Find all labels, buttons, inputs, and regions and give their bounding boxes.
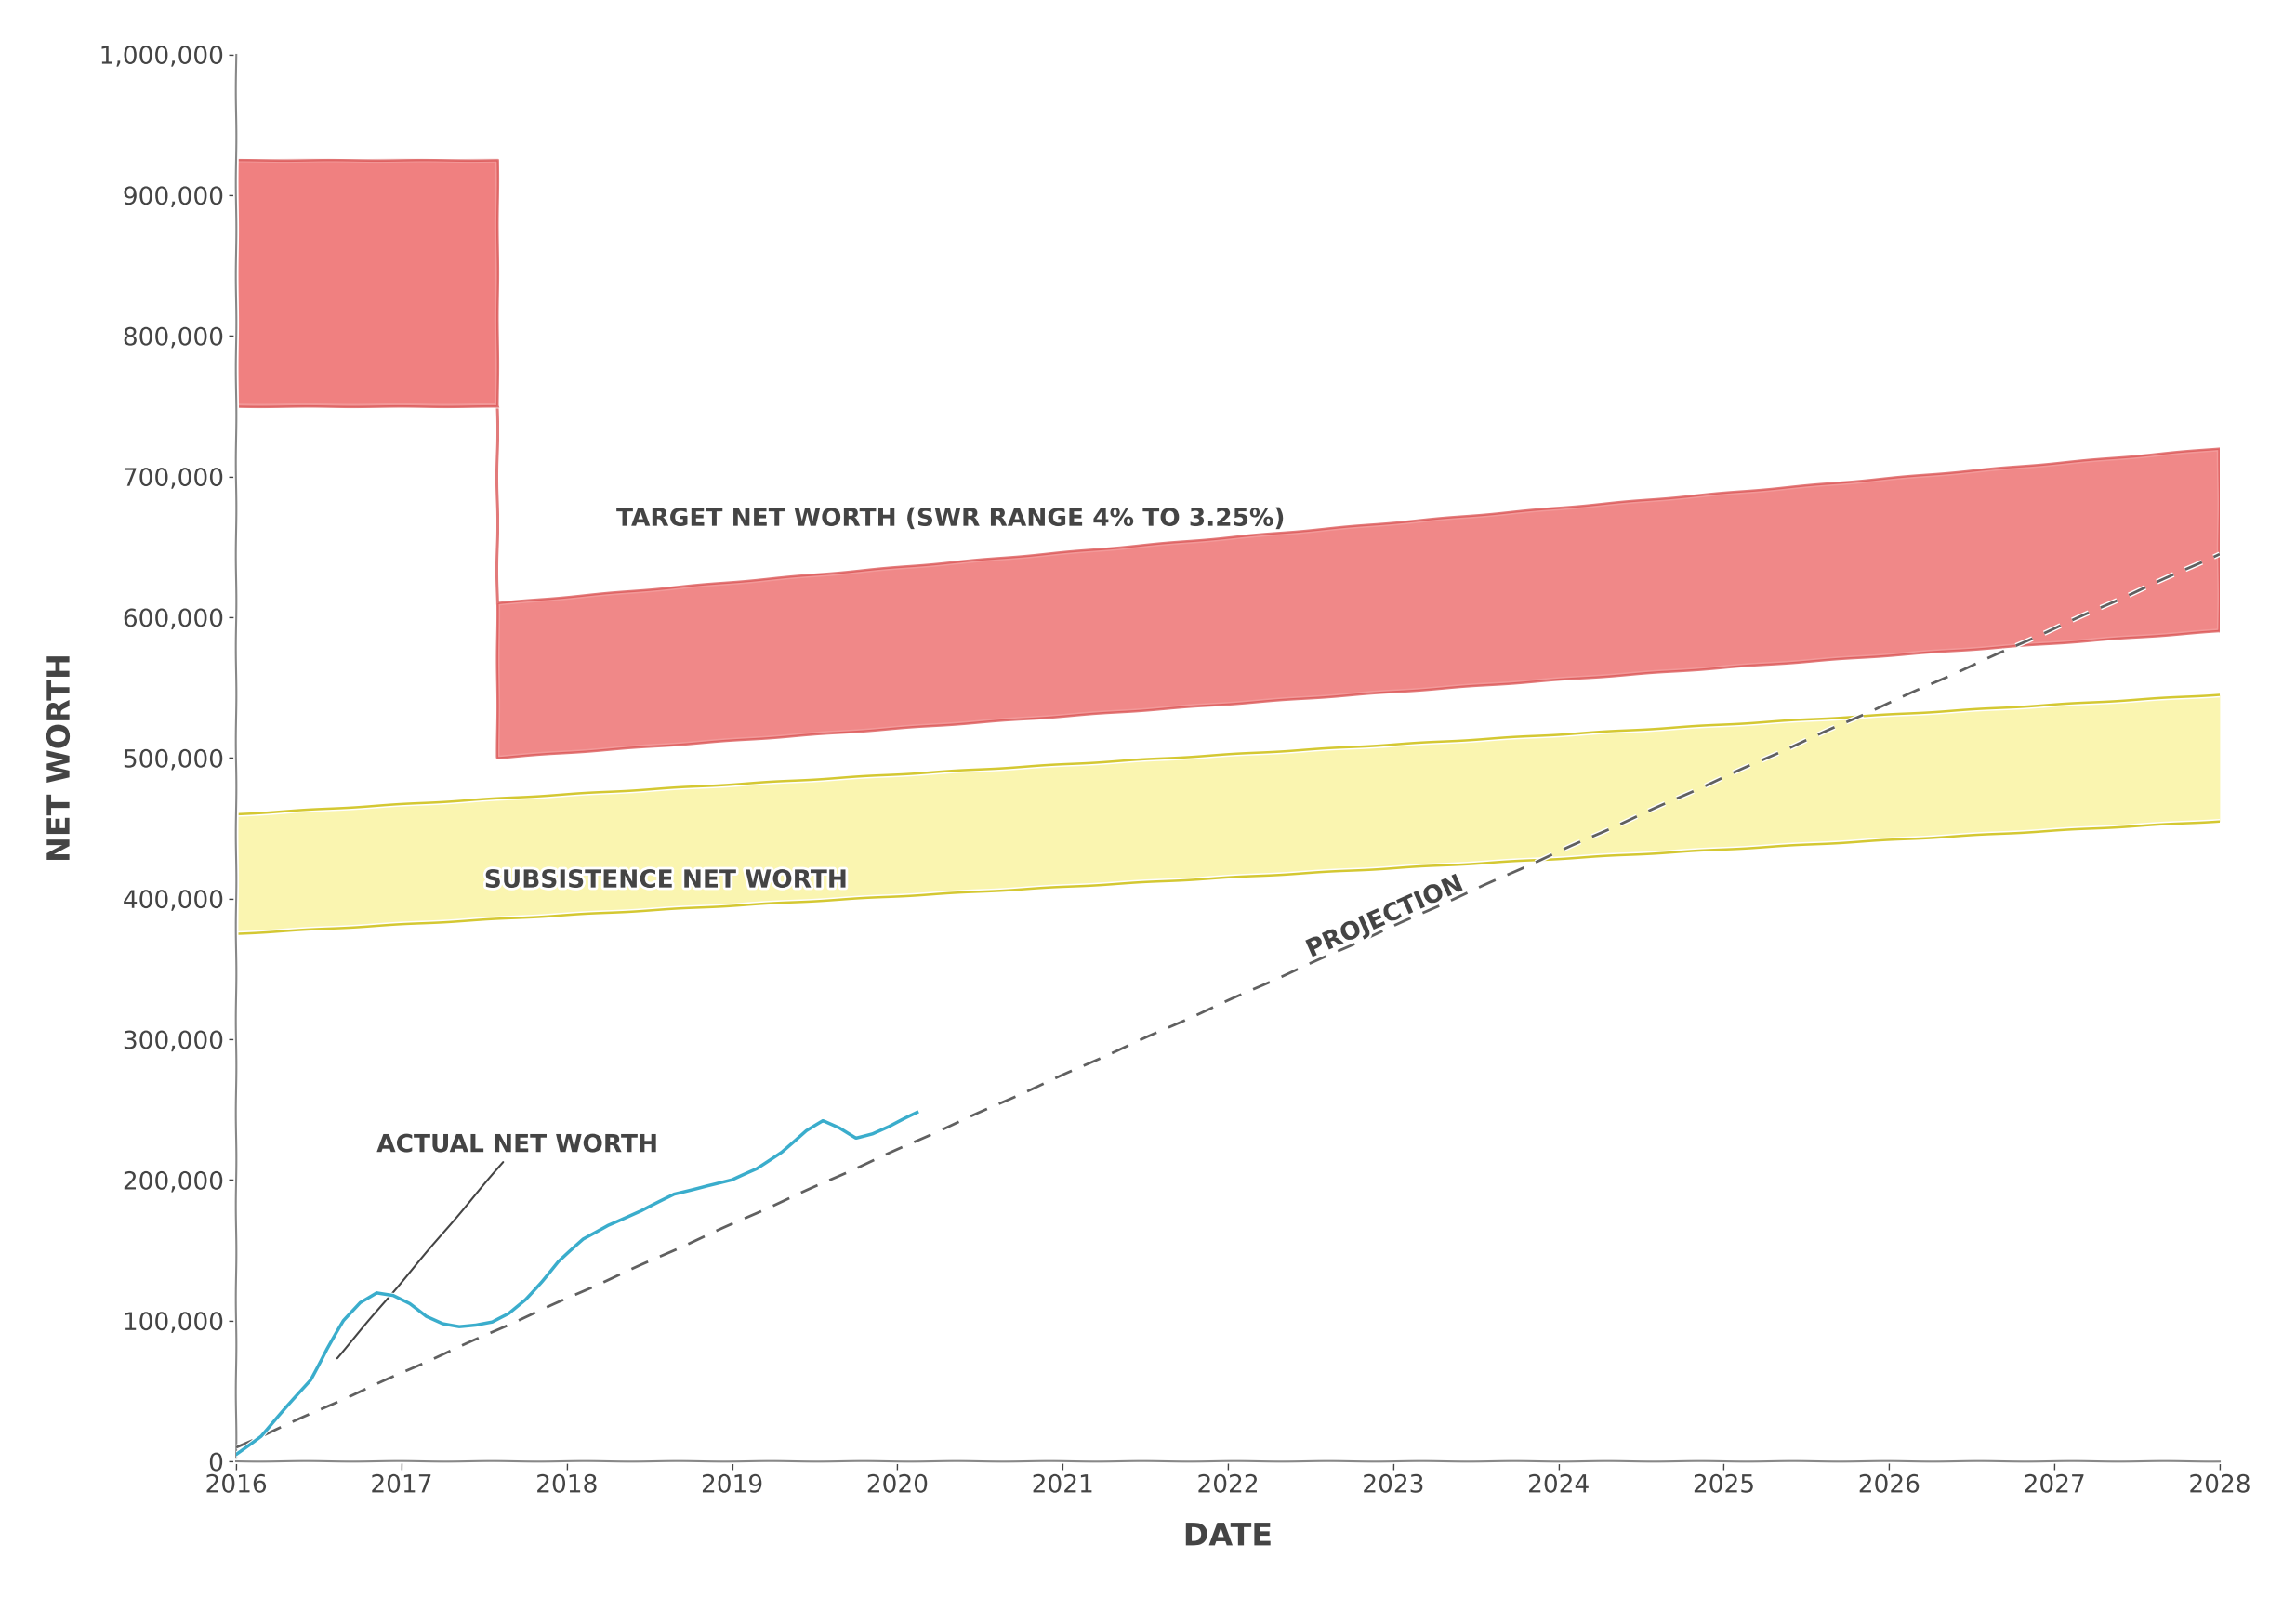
Text: SUBSISTENCE NET WORTH: SUBSISTENCE NET WORTH	[484, 869, 847, 893]
X-axis label: DATE: DATE	[1182, 1520, 1272, 1552]
Text: ACTUAL NET WORTH: ACTUAL NET WORTH	[338, 1134, 659, 1357]
Polygon shape	[236, 160, 498, 406]
Y-axis label: NET WORTH: NET WORTH	[46, 653, 76, 862]
Text: TARGET NET WORTH (SWR RANGE 4% TO 3.25%): TARGET NET WORTH (SWR RANGE 4% TO 3.25%)	[615, 508, 1283, 532]
Polygon shape	[236, 160, 2220, 759]
Text: PROJECTION: PROJECTION	[1304, 872, 1467, 963]
